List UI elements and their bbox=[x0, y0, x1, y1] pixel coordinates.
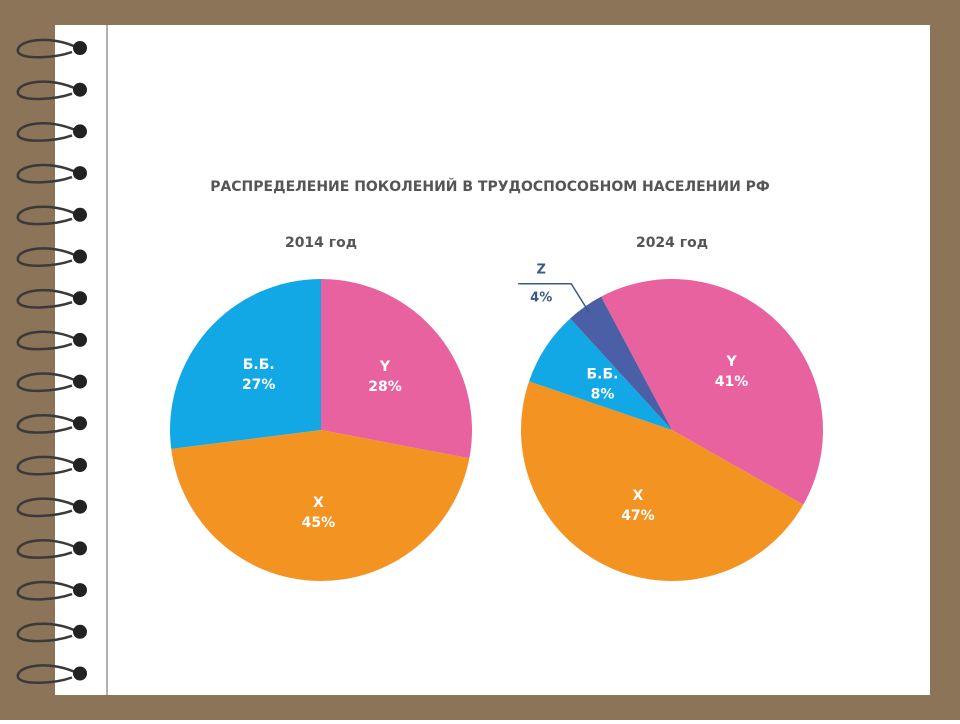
slice-label: X bbox=[313, 495, 324, 511]
ring-wire bbox=[16, 330, 79, 351]
slice-value: 27% bbox=[242, 377, 276, 393]
pie-slice bbox=[321, 279, 472, 459]
pie-slice bbox=[171, 430, 470, 581]
slice-value: 47% bbox=[621, 508, 655, 524]
pie-title: 2024 год bbox=[636, 235, 708, 251]
spiral bbox=[16, 38, 87, 684]
ring-hole bbox=[73, 374, 87, 389]
ring-wire bbox=[16, 539, 79, 559]
slice-value: 4% bbox=[530, 290, 552, 305]
ring-wire bbox=[16, 664, 79, 684]
ring-hole bbox=[73, 666, 87, 681]
pie-title: 2014 год bbox=[285, 235, 357, 251]
slice-value: 28% bbox=[368, 379, 402, 395]
ring-hole bbox=[73, 624, 87, 639]
ring-wire bbox=[16, 622, 79, 643]
ring-wire bbox=[16, 122, 79, 142]
ring-hole bbox=[73, 207, 87, 222]
pie-slice bbox=[169, 278, 321, 449]
ring-hole bbox=[73, 291, 87, 306]
charts: 2014 год Y 28% X 45% Б.Б. 27% 2024 год Y 41% X 47% Б… bbox=[169, 235, 823, 582]
slice-value: 8% bbox=[591, 387, 615, 403]
ring-hole bbox=[73, 166, 87, 181]
slice-label: Z bbox=[536, 262, 545, 277]
slice-value: 41% bbox=[715, 374, 749, 390]
ring-wire bbox=[16, 288, 79, 309]
ring-hole bbox=[73, 583, 87, 598]
ring-wire bbox=[16, 205, 79, 226]
ring-hole bbox=[73, 458, 87, 472]
ring-wire bbox=[16, 580, 79, 601]
ring-hole bbox=[73, 416, 87, 431]
slice-value: 45% bbox=[302, 515, 336, 531]
slice-label: Б.Б. bbox=[243, 357, 275, 373]
ring-wire bbox=[16, 80, 79, 101]
ring-wire bbox=[16, 38, 79, 59]
chart-title: РАСПРЕДЕЛЕНИЕ ПОКОЛЕНИЙ В ТРУДОСПОСОБНОМ… bbox=[210, 178, 770, 195]
leader-line bbox=[518, 283, 590, 314]
pie-slice bbox=[570, 296, 672, 430]
pie-slice bbox=[529, 318, 672, 430]
ring-hole bbox=[73, 332, 87, 347]
ring-hole bbox=[73, 249, 87, 264]
ring-hole bbox=[73, 41, 87, 55]
slice-label: Б.Б. bbox=[587, 367, 619, 383]
ring-wire bbox=[16, 497, 79, 518]
ring-hole bbox=[73, 541, 87, 556]
slice-label: X bbox=[633, 488, 644, 504]
pie-slice bbox=[601, 278, 823, 505]
ring-hole bbox=[73, 82, 87, 97]
ring-wire bbox=[16, 163, 79, 184]
pie-slice bbox=[521, 381, 804, 582]
ring-hole bbox=[73, 124, 87, 139]
ring-wire bbox=[16, 455, 79, 476]
ring-wire bbox=[16, 247, 79, 267]
slice-label: Y bbox=[725, 354, 737, 370]
slice-label: Y bbox=[379, 359, 391, 375]
ring-wire bbox=[16, 372, 79, 393]
ring-hole bbox=[73, 499, 87, 514]
ring-wire bbox=[16, 414, 79, 434]
